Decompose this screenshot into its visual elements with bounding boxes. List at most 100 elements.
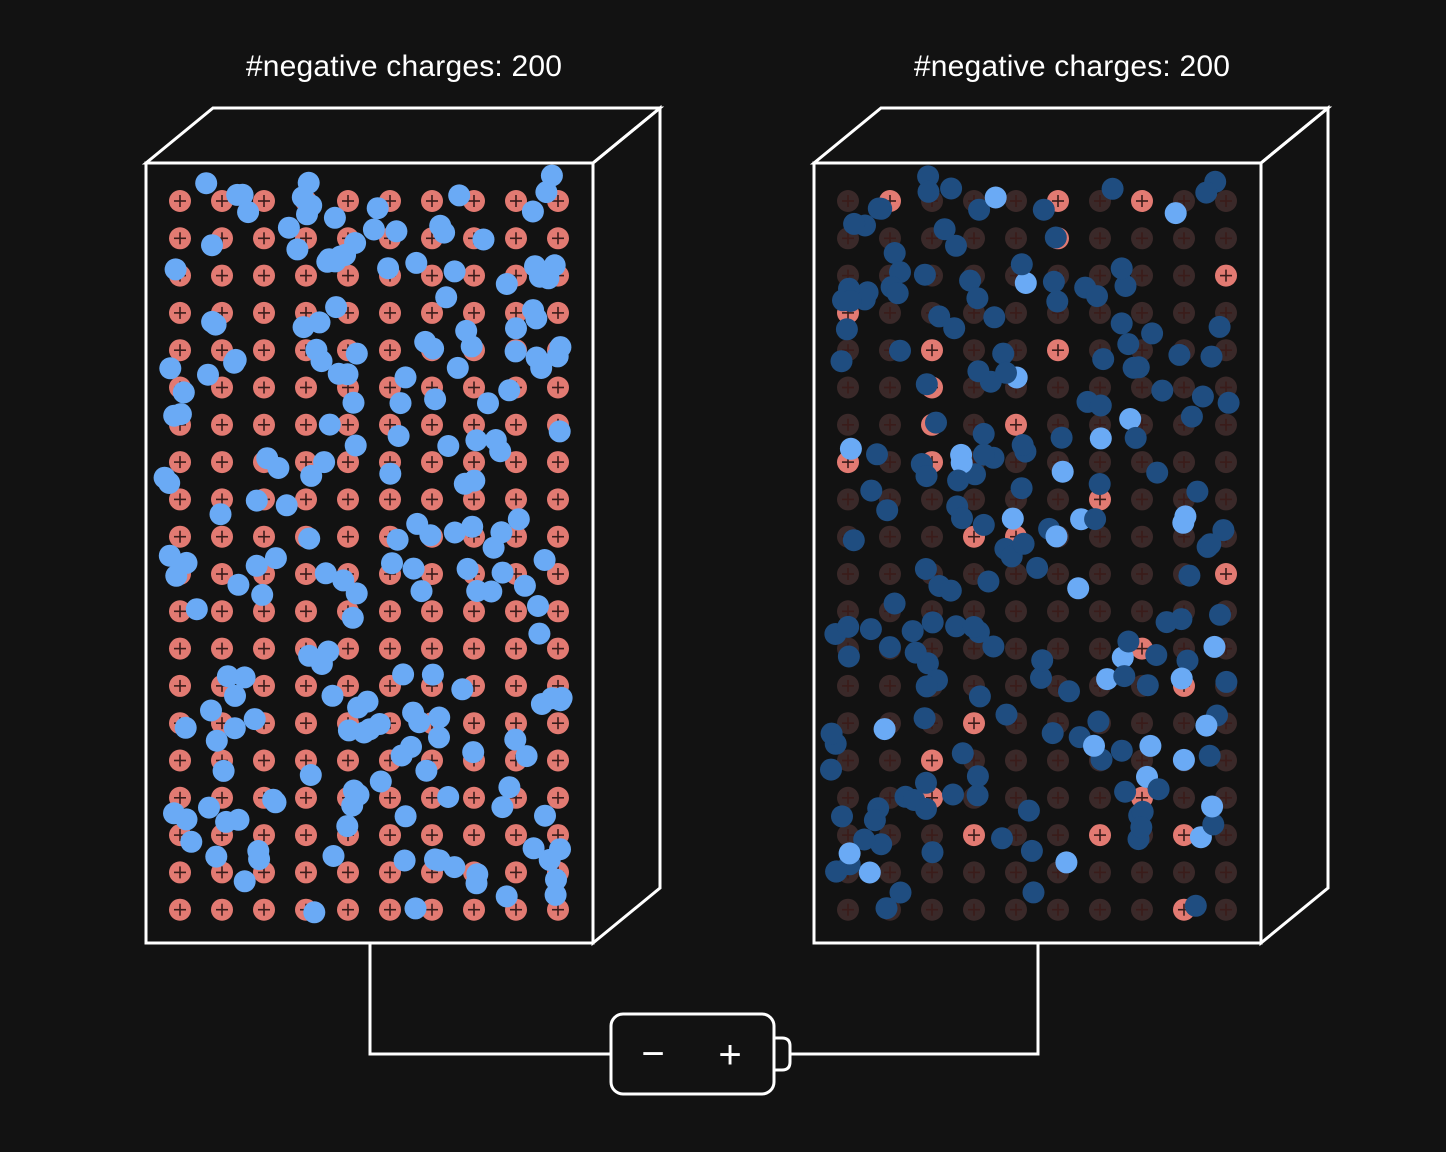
positive-ion xyxy=(421,264,443,287)
electron xyxy=(1124,426,1147,449)
electron xyxy=(345,582,368,605)
positive-ion xyxy=(253,525,275,548)
electron xyxy=(212,759,235,782)
electron xyxy=(435,286,458,309)
positive-ion xyxy=(253,190,275,212)
positive-ion xyxy=(963,339,985,362)
positive-ion xyxy=(837,786,859,809)
electron xyxy=(1087,710,1110,733)
positive-ion xyxy=(169,190,191,212)
positive-ion xyxy=(879,749,901,772)
positive-ion xyxy=(1131,227,1153,250)
electron xyxy=(308,311,331,334)
positive-ion xyxy=(1005,563,1027,585)
electron xyxy=(1010,253,1033,276)
positive-ion xyxy=(963,824,985,847)
positive-ion xyxy=(463,600,485,623)
electron xyxy=(174,716,197,739)
positive-ion xyxy=(837,488,859,511)
positive-ion xyxy=(211,898,233,921)
electron xyxy=(545,868,567,891)
electron xyxy=(1086,285,1108,308)
electron xyxy=(1117,630,1140,653)
positive-ion xyxy=(837,190,859,212)
electron xyxy=(1051,460,1074,483)
positive-ion xyxy=(1173,264,1195,287)
positive-ion xyxy=(1047,600,1069,623)
left-block-side-face xyxy=(591,104,662,947)
electron xyxy=(298,644,321,667)
positive-ion xyxy=(253,339,275,362)
electron xyxy=(1055,851,1078,874)
positive-ion xyxy=(463,898,485,921)
electron xyxy=(1199,533,1222,556)
positive-ion xyxy=(837,563,859,585)
electron xyxy=(277,216,300,239)
electron xyxy=(1151,379,1174,402)
electron xyxy=(549,689,572,712)
electron xyxy=(1176,649,1199,672)
electron xyxy=(1202,813,1225,836)
positive-ion xyxy=(211,637,233,660)
positive-ion xyxy=(1047,637,1069,660)
positive-ion xyxy=(253,376,275,399)
positive-ion xyxy=(505,413,527,436)
electron xyxy=(1147,778,1170,801)
positive-ion xyxy=(337,413,359,436)
electron xyxy=(233,666,256,689)
electron xyxy=(404,897,427,920)
electron xyxy=(544,883,567,906)
electron xyxy=(165,564,188,587)
positive-ion xyxy=(211,376,233,399)
positive-ion xyxy=(1131,301,1153,324)
positive-ion xyxy=(1131,190,1153,212)
electron xyxy=(344,434,367,457)
electron xyxy=(1195,714,1218,737)
electron xyxy=(216,665,239,688)
positive-ion xyxy=(421,637,443,660)
electron xyxy=(831,805,853,828)
positive-ion xyxy=(963,600,985,623)
electron xyxy=(901,620,924,643)
electron xyxy=(1046,290,1069,313)
electron xyxy=(465,429,488,452)
electron xyxy=(408,711,431,734)
positive-ion xyxy=(1089,563,1111,585)
electron xyxy=(928,305,951,328)
positive-ion xyxy=(547,637,569,660)
electron xyxy=(394,366,417,389)
positive-ion xyxy=(169,637,191,660)
positive-ion xyxy=(1131,861,1153,884)
electron xyxy=(463,469,486,492)
electron xyxy=(1041,722,1064,745)
electron xyxy=(1195,181,1218,204)
positive-ion xyxy=(505,227,527,250)
positive-ion xyxy=(169,339,191,362)
electron xyxy=(159,357,182,380)
electron xyxy=(1136,674,1159,697)
electron xyxy=(995,703,1018,726)
positive-ion xyxy=(1005,861,1027,884)
positive-ion xyxy=(295,413,317,436)
electron xyxy=(942,783,964,806)
positive-ion xyxy=(1173,712,1195,735)
electron xyxy=(428,706,451,729)
electron xyxy=(876,499,899,522)
positive-ion xyxy=(1047,376,1069,399)
electron xyxy=(1168,343,1191,366)
electron xyxy=(951,507,973,530)
electron xyxy=(524,255,546,278)
electron xyxy=(164,258,187,281)
electron xyxy=(535,181,558,204)
electron xyxy=(1032,198,1055,221)
electron xyxy=(867,197,890,220)
positive-ion xyxy=(879,861,901,884)
positive-ion xyxy=(421,451,443,474)
positive-ion xyxy=(211,264,233,287)
positive-ion xyxy=(1089,488,1111,511)
electron xyxy=(527,595,549,617)
electron xyxy=(342,391,365,414)
positive-ion xyxy=(1047,786,1069,809)
positive-ion xyxy=(1047,488,1069,511)
